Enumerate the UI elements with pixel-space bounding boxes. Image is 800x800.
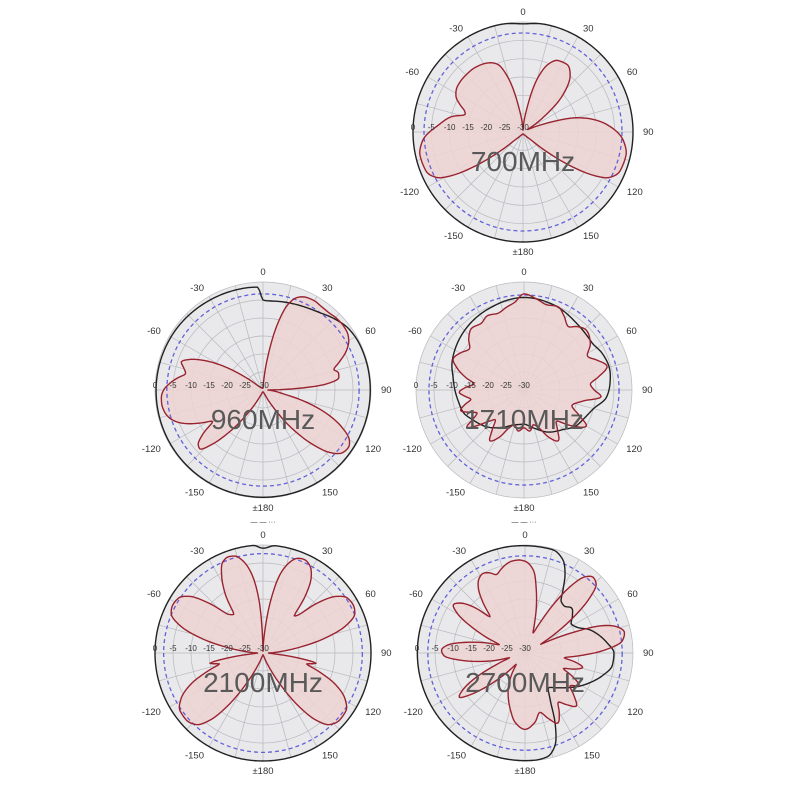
svg-text:90: 90 (381, 648, 392, 659)
svg-text:-20: -20 (482, 381, 494, 390)
svg-text:0: 0 (415, 644, 420, 653)
svg-text:-60: -60 (408, 326, 422, 337)
svg-text:-120: -120 (403, 444, 422, 455)
svg-text:-5: -5 (430, 381, 438, 390)
svg-text:150: 150 (322, 487, 338, 498)
svg-text:±180: ±180 (513, 503, 534, 514)
svg-text:-120: -120 (404, 707, 423, 718)
svg-text:120: 120 (627, 187, 643, 198)
svg-text:-60: -60 (405, 67, 419, 78)
svg-text:-30: -30 (449, 23, 463, 34)
svg-text:150: 150 (584, 750, 600, 761)
svg-text:-30: -30 (190, 546, 204, 557)
svg-text:-20: -20 (481, 123, 493, 132)
svg-text:-25: -25 (239, 381, 251, 390)
svg-text:0: 0 (260, 267, 265, 278)
svg-text:-150: -150 (185, 750, 204, 761)
svg-text:60: 60 (626, 326, 637, 337)
svg-text:-150: -150 (446, 487, 465, 498)
svg-text:90: 90 (381, 385, 392, 396)
svg-text:-30: -30 (519, 644, 531, 653)
svg-text:0: 0 (153, 644, 158, 653)
svg-text:30: 30 (583, 283, 594, 294)
svg-text:2700MHz: 2700MHz (465, 667, 585, 698)
svg-text:-30: -30 (452, 546, 466, 557)
svg-text:-5: -5 (428, 123, 436, 132)
svg-text:±180: ±180 (252, 503, 273, 514)
svg-text:-25: -25 (501, 644, 513, 653)
svg-text:-10: -10 (444, 123, 456, 132)
svg-text:90: 90 (643, 648, 654, 659)
svg-text:-30: -30 (518, 381, 530, 390)
svg-text:0: 0 (153, 381, 158, 390)
svg-text:-5: -5 (169, 381, 177, 390)
svg-text:-10: -10 (185, 644, 197, 653)
svg-text:-150: -150 (444, 231, 463, 242)
svg-text:120: 120 (365, 707, 381, 718)
svg-text:-20: -20 (221, 381, 233, 390)
svg-text:±180: ±180 (512, 247, 533, 258)
svg-text:— — ···: — — ··· (512, 519, 537, 526)
svg-text:30: 30 (322, 546, 333, 557)
svg-text:-5: -5 (169, 644, 177, 653)
svg-text:±180: ±180 (252, 766, 273, 777)
svg-text:-150: -150 (447, 750, 466, 761)
svg-text:0: 0 (522, 530, 527, 541)
svg-text:30: 30 (322, 283, 333, 294)
svg-text:-120: -120 (142, 707, 161, 718)
svg-text:-120: -120 (400, 187, 419, 198)
svg-text:-15: -15 (203, 381, 215, 390)
svg-text:60: 60 (365, 589, 376, 600)
svg-text:150: 150 (322, 750, 338, 761)
svg-text:-10: -10 (185, 381, 197, 390)
svg-text:-15: -15 (464, 381, 476, 390)
svg-text:0: 0 (521, 267, 526, 278)
svg-text:120: 120 (627, 707, 643, 718)
svg-text:0: 0 (411, 123, 416, 132)
svg-text:-10: -10 (446, 381, 458, 390)
svg-text:60: 60 (365, 326, 376, 337)
svg-text:-5: -5 (431, 644, 439, 653)
svg-text:120: 120 (365, 444, 381, 455)
svg-text:30: 30 (583, 23, 594, 34)
svg-text:-30: -30 (257, 381, 269, 390)
svg-text:-25: -25 (499, 123, 511, 132)
svg-text:-20: -20 (483, 644, 495, 653)
svg-text:-15: -15 (465, 644, 477, 653)
svg-text:-10: -10 (447, 644, 459, 653)
svg-text:150: 150 (583, 487, 599, 498)
svg-text:-30: -30 (517, 123, 529, 132)
svg-text:90: 90 (642, 385, 653, 396)
svg-text:-60: -60 (409, 589, 423, 600)
svg-text:0: 0 (414, 381, 419, 390)
svg-text:-60: -60 (147, 326, 161, 337)
svg-text:30: 30 (584, 546, 595, 557)
svg-text:-15: -15 (203, 644, 215, 653)
svg-text:120: 120 (626, 444, 642, 455)
svg-text:-20: -20 (221, 644, 233, 653)
svg-text:2100MHz: 2100MHz (203, 667, 323, 698)
svg-text:150: 150 (583, 231, 599, 242)
svg-text:960MHz: 960MHz (211, 404, 315, 435)
svg-text:0: 0 (520, 7, 525, 18)
svg-text:1710MHz: 1710MHz (464, 404, 584, 435)
svg-text:-120: -120 (142, 444, 161, 455)
svg-text:700MHz: 700MHz (471, 146, 575, 177)
svg-text:60: 60 (627, 67, 638, 78)
svg-text:-30: -30 (257, 644, 269, 653)
svg-text:0: 0 (260, 530, 265, 541)
svg-text:-25: -25 (500, 381, 512, 390)
svg-text:60: 60 (627, 589, 638, 600)
svg-text:-15: -15 (462, 123, 474, 132)
svg-text:— — ···: — — ··· (251, 519, 276, 526)
svg-text:90: 90 (643, 127, 654, 138)
svg-text:-150: -150 (185, 487, 204, 498)
svg-text:-60: -60 (147, 589, 161, 600)
svg-text:-30: -30 (190, 283, 204, 294)
svg-text:-25: -25 (239, 644, 251, 653)
svg-text:±180: ±180 (514, 766, 535, 777)
svg-text:-30: -30 (451, 283, 465, 294)
